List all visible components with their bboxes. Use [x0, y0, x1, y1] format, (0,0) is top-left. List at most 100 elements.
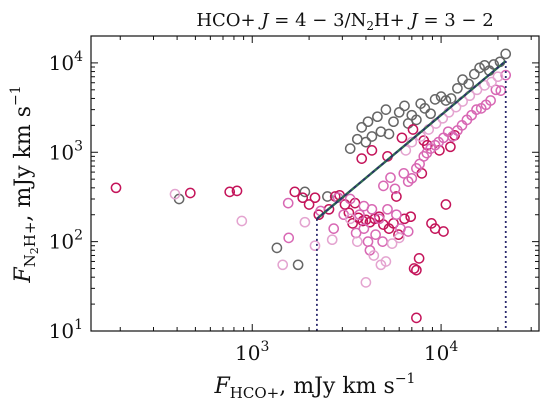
y-tick-label: 102 — [49, 228, 83, 254]
data-point — [354, 209, 365, 221]
data-point — [463, 78, 475, 90]
data-point — [396, 132, 408, 144]
data-point — [416, 168, 428, 179]
data-point — [283, 232, 295, 244]
data-point — [366, 145, 378, 156]
data-point — [277, 259, 289, 271]
data-point — [370, 229, 381, 240]
data-point — [224, 186, 236, 198]
data-point — [398, 168, 410, 179]
data-point — [309, 192, 321, 204]
data-point — [388, 116, 399, 128]
data-point — [421, 139, 433, 151]
data-point — [289, 186, 301, 198]
data-point — [375, 259, 387, 271]
data-point — [402, 226, 414, 237]
data-point — [351, 236, 363, 247]
data-point — [322, 191, 333, 202]
data-point — [452, 82, 463, 94]
chart-title: HCO+ J = 4 − 3/N2H+ J = 3 − 2 — [196, 10, 493, 33]
data-point — [471, 104, 482, 115]
data-point — [236, 215, 248, 227]
data-point — [391, 209, 402, 221]
data-point — [413, 253, 425, 264]
data-point — [440, 199, 452, 210]
data-point — [405, 211, 417, 223]
data-point — [184, 187, 196, 199]
data-point — [299, 216, 311, 228]
data-point — [408, 263, 420, 274]
data-point — [351, 133, 363, 145]
axes: 103 104 101 102 103 104 — [49, 35, 539, 365]
data-point — [419, 103, 431, 114]
data-point — [309, 240, 321, 252]
data-point — [356, 153, 368, 164]
data-point — [411, 264, 422, 276]
data-point — [362, 236, 374, 247]
x-axis-label: FHCO+, mJy km s−1 — [214, 371, 416, 402]
data-point — [380, 104, 392, 115]
data-point — [372, 111, 383, 123]
data-point — [429, 139, 441, 151]
data-point — [292, 259, 304, 271]
x-tick-label: 103 — [235, 339, 269, 365]
data-point — [411, 312, 422, 324]
data-point — [366, 131, 378, 142]
data-point — [429, 94, 441, 105]
data-point — [282, 197, 294, 209]
data-point — [438, 226, 449, 237]
data-point — [407, 124, 419, 135]
data-point — [383, 128, 395, 140]
plot-frame — [90, 35, 540, 332]
data-point — [418, 151, 430, 162]
data-point — [488, 59, 500, 70]
data-point — [343, 207, 355, 219]
data-point — [356, 122, 368, 133]
data-point — [479, 80, 490, 91]
data-point — [490, 84, 502, 96]
data-point — [362, 116, 374, 128]
data-point — [445, 93, 457, 104]
data-point — [393, 106, 405, 118]
data-point — [169, 188, 181, 200]
data-point — [495, 85, 507, 96]
data-point — [344, 213, 356, 225]
y-axis-label: FN2H+, mJy km s−1 — [8, 85, 41, 283]
data-point — [385, 172, 396, 183]
scatter-points — [110, 48, 512, 324]
data-point — [358, 200, 370, 212]
data-point — [406, 173, 418, 184]
data-point — [303, 199, 315, 210]
data-point — [500, 69, 512, 81]
data-point — [326, 234, 338, 246]
data-point — [382, 203, 393, 215]
data-point — [299, 186, 311, 198]
data-point — [500, 48, 512, 60]
x-tick-label: 104 — [424, 339, 458, 365]
data-point — [440, 95, 452, 106]
data-point — [360, 136, 372, 148]
y-tick-label: 103 — [49, 138, 83, 164]
data-point — [468, 68, 480, 80]
data-point — [344, 193, 356, 205]
data-point — [271, 242, 283, 254]
data-point — [386, 238, 398, 249]
data-point — [344, 143, 356, 154]
data-point — [391, 191, 402, 202]
fit-line-dashed — [316, 60, 507, 220]
data-point — [231, 185, 243, 197]
data-point — [486, 76, 497, 88]
data-point — [297, 192, 309, 204]
data-point — [492, 71, 504, 83]
data-point — [399, 100, 410, 112]
data-point — [425, 108, 436, 120]
y-tick-label: 101 — [49, 317, 83, 343]
data-point — [402, 176, 414, 187]
data-point — [474, 62, 485, 74]
fit-layer — [316, 60, 507, 331]
data-point — [328, 223, 340, 234]
data-point — [358, 223, 370, 234]
data-point — [411, 114, 422, 126]
data-point — [377, 236, 388, 247]
